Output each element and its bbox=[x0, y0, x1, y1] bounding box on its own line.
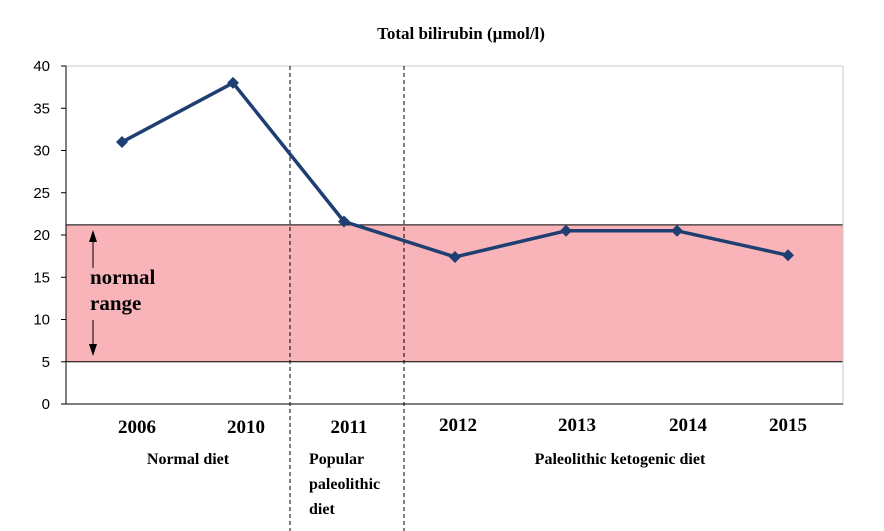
normal-range-arrow-up-head bbox=[89, 230, 97, 242]
phase-label: Normal diet bbox=[147, 451, 230, 468]
y-tick-label: 20 bbox=[33, 227, 50, 244]
chart-title: Total bilirubin (µmol/l) bbox=[377, 24, 545, 43]
normal-range-arrow-down-head bbox=[89, 344, 97, 356]
x-tick-label: 2015 bbox=[769, 415, 807, 436]
data-point-marker bbox=[671, 224, 683, 237]
phase-label: diet bbox=[309, 501, 335, 518]
y-tick-label: 0 bbox=[42, 396, 50, 413]
data-point-marker bbox=[338, 215, 350, 228]
data-point-marker bbox=[449, 250, 461, 263]
data-point-marker bbox=[782, 249, 794, 262]
y-tick-label: 10 bbox=[33, 312, 50, 329]
phase-label: Popular bbox=[309, 451, 364, 468]
normal-range-label-line2: range bbox=[90, 291, 141, 315]
data-point-marker bbox=[116, 136, 128, 149]
y-tick-label: 15 bbox=[33, 269, 50, 286]
normal-range-label-line1: normal bbox=[90, 265, 155, 289]
data-point-marker bbox=[227, 76, 239, 89]
data-point-marker bbox=[560, 224, 572, 237]
y-tick-label: 35 bbox=[33, 100, 50, 117]
y-tick-label: 40 bbox=[33, 58, 50, 75]
x-tick-label: 2006 bbox=[118, 417, 156, 438]
y-tick-label: 5 bbox=[42, 354, 50, 371]
phase-label: paleolithic bbox=[309, 476, 380, 493]
x-tick-label: 2014 bbox=[669, 415, 708, 436]
x-tick-label: 2011 bbox=[331, 417, 368, 438]
phase-label: Paleolithic ketogenic diet bbox=[535, 451, 706, 468]
y-tick-label: 25 bbox=[33, 185, 50, 202]
y-tick-label: 30 bbox=[33, 143, 50, 160]
x-tick-label: 2013 bbox=[558, 415, 596, 436]
x-tick-label: 2012 bbox=[439, 415, 477, 436]
x-tick-label: 2010 bbox=[227, 417, 265, 438]
normal-range-band bbox=[66, 224, 843, 362]
